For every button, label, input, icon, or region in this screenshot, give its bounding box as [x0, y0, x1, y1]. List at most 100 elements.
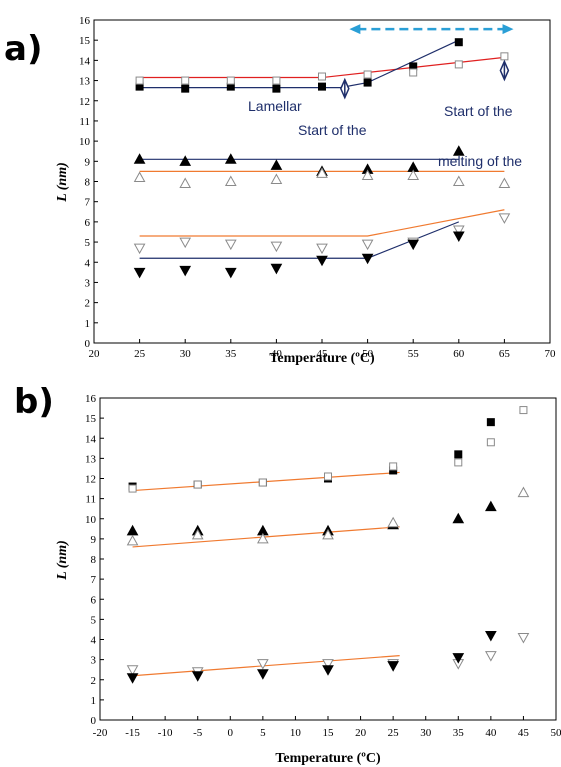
panel-b-x-tick-label: 30: [420, 727, 432, 739]
panel-a-series-1-point: [226, 76, 235, 85]
panel-a-y-tick-label: 2: [85, 298, 91, 310]
panel-b-ticks: -20 -15 -10 -5 0 5 10 15 20 25 30 35 40 45 50012345678…: [85, 393, 561, 739]
panel-b-fit-line-1: [132, 526, 400, 548]
panel-a-dashed-arrow-left-head: [349, 24, 361, 35]
panel-a-series-4-point: [498, 213, 511, 224]
panel-a-x-axis-title: Temperature (ºC): [269, 351, 375, 366]
panel-a-series-0-point: [272, 84, 281, 93]
panel-a-series-1-point: [500, 52, 509, 61]
panel-a-y-tick-label: 12: [79, 96, 90, 108]
panel-b-x-tick-label: 50: [551, 727, 561, 739]
panel-b-series-0-point: [454, 450, 463, 459]
panel-b-series-3-point: [257, 532, 269, 544]
panel-b-y-tick-label: 9: [91, 534, 97, 546]
panel-b-y-tick-label: 4: [91, 635, 97, 647]
panel-b-y-tick-label: 16: [85, 393, 97, 405]
panel-a-y-tick-label: 8: [85, 177, 91, 189]
panel-a-x-tick-label: 35: [225, 348, 237, 360]
panel-b-x-tick-label: -20: [93, 727, 108, 739]
panel-b-series-2-point: [452, 512, 465, 524]
panel-b-series-4-point: [517, 632, 530, 644]
panel-b-y-tick-label: 7: [91, 574, 97, 586]
panel-b-series-1-point: [324, 472, 332, 481]
panel-b-x-tick-label: -5: [193, 727, 203, 739]
panel-a-y-tick-label: 6: [85, 217, 91, 229]
panel-a-x-tick-label: 50: [362, 348, 374, 360]
panel-a-series-3-point: [270, 173, 283, 184]
panel-b-y-tick-label: 10: [85, 514, 97, 526]
panel-a-fit-line-4: [139, 209, 505, 237]
panel-b-y-axis-title: L (nm): [55, 540, 70, 581]
panel-a-markers: [133, 24, 514, 279]
panel-b-series-5-point: [322, 665, 334, 676]
panel-b-series-5-point: [452, 653, 465, 664]
panel-b-y-tick-label: 2: [91, 675, 97, 687]
panel-b-y-tick-label: 13: [85, 453, 97, 465]
panel-b-series-3-point: [387, 516, 399, 528]
panel-a-series-3-point: [407, 169, 420, 180]
panel-b-series-3-point: [517, 486, 530, 498]
panel-b-y-tick-label: 0: [91, 715, 97, 727]
panel-b-y-tick-label: 11: [85, 494, 96, 506]
panel-b-x-tick-label: 45: [518, 727, 530, 739]
panel-b-x-tick-label: 20: [355, 727, 367, 739]
panel-b-fit-lines: [132, 471, 400, 677]
panel-b-series-4-point: [322, 659, 334, 670]
panel-a-series-4-point: [224, 239, 237, 251]
panel-b-y-tick-label: 12: [85, 474, 96, 486]
panel-a-y-tick-label: 3: [85, 277, 91, 289]
panel-a-y-tick-label: 4: [85, 257, 91, 269]
panel-a-series-1-point: [135, 76, 144, 85]
panel-b-x-axis-title: Temperature (ºC): [275, 751, 381, 766]
panel-b-y-tick-label: 15: [85, 413, 97, 425]
panel-b-label: b): [14, 382, 54, 422]
panel-a-series-5-point: [179, 265, 192, 277]
panel-b-series-5-point: [191, 671, 204, 682]
panel-a-series-4-point: [133, 243, 146, 255]
panel-a-series-4-point: [270, 241, 283, 253]
panel-b-series-3-point: [126, 534, 139, 546]
panel-a-x-tick-label: 25: [134, 348, 146, 360]
annotation-lamellar: Lamellar: [248, 98, 302, 114]
panel-a-y-tick-label: 0: [85, 338, 91, 350]
panel-a-series-1-point: [363, 70, 372, 79]
panel-a-series-3-point: [361, 169, 374, 180]
panel-a-series-3-point: [133, 171, 146, 182]
panel-b-series-5-point: [485, 630, 497, 642]
panel-a-series-3-point: [179, 177, 192, 189]
panel-a-series-4-point: [316, 243, 328, 255]
panel-a-series-3-point: [316, 167, 328, 178]
panel-b-series-4-point: [485, 651, 497, 662]
panel-a-dashed-arrow-right-head: [502, 24, 514, 35]
panel-b-series-2-point: [126, 524, 139, 536]
panel-a-y-tick-label: 15: [79, 35, 91, 47]
panel-b-x-tick-label: 15: [323, 727, 335, 739]
panel-a-x-tick-label: 55: [408, 348, 420, 360]
panel-a-series-1-point: [409, 68, 418, 77]
panel-b-x-tick-label: 10: [290, 727, 302, 739]
panel-b-series-4-point: [257, 659, 269, 670]
panel-a-series-5-point: [133, 267, 146, 279]
panel-a-series-5-point: [361, 253, 374, 265]
panel-a-x-tick-label: 70: [545, 348, 557, 360]
annotation-melting: melting of the: [438, 153, 522, 169]
panel-a-x-tick-label: 45: [317, 348, 329, 360]
panel-b-y-tick-label: 1: [91, 695, 97, 707]
panel-b-series-1-point: [486, 438, 495, 447]
panel-a-y-tick-label: 5: [85, 237, 91, 249]
panel-b-series-1-point: [454, 458, 463, 467]
panel-b-fit-line-2: [132, 655, 400, 677]
panel-b-series-1-point: [389, 462, 398, 471]
panel-a-series-3-point: [452, 175, 465, 186]
panel-a-series-3-point: [224, 175, 237, 186]
panel-b-x-tick-label: 25: [388, 727, 400, 739]
panel-a-series-2-point: [179, 155, 192, 166]
panel-a-x-tick-label: 60: [453, 348, 465, 360]
panel-a-y-tick-label: 1: [85, 318, 91, 330]
panel-a-x-tick-label: 65: [499, 348, 511, 360]
panel-a-series-1-point: [318, 72, 326, 81]
panel-a-series-4-point: [452, 225, 465, 236]
annotation-start-1: Start of the: [298, 122, 367, 138]
panel-b-series-1-point: [519, 406, 528, 415]
